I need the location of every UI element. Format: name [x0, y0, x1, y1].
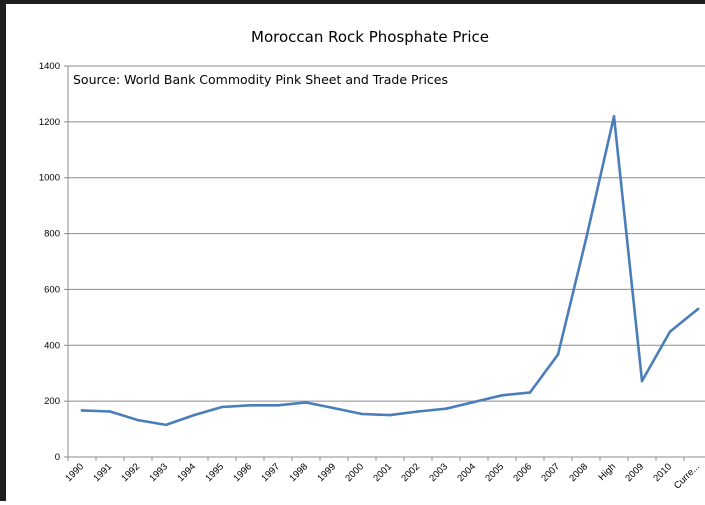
data-point — [528, 391, 532, 394]
x-tick-label: High — [597, 461, 619, 483]
x-tick-label: 2007 — [539, 461, 562, 484]
x-tick-label: 2005 — [483, 461, 506, 484]
data-point — [640, 379, 644, 383]
line-chart: Moroccan Rock Phosphate Price Source: Wo… — [39, 28, 705, 492]
data-point — [360, 412, 364, 416]
data-point — [556, 353, 560, 356]
x-tick-label: 1997 — [259, 461, 282, 484]
y-tick-label: 400 — [44, 340, 60, 351]
data-point — [444, 407, 448, 410]
data-point — [304, 401, 308, 404]
data-point — [276, 404, 280, 407]
y-tick-label: 800 — [44, 229, 60, 240]
x-tick-label: 2001 — [371, 461, 394, 484]
x-tick-label: 1991 — [91, 461, 114, 484]
x-tick-label: 2008 — [567, 461, 590, 484]
x-tick-label: 1995 — [203, 461, 226, 484]
data-point — [248, 404, 252, 407]
x-tick-label: 2003 — [427, 461, 450, 484]
x-tick-label: 1990 — [63, 461, 86, 484]
x-tick-label: Curre... — [672, 461, 702, 491]
data-point — [220, 405, 224, 409]
data-point — [136, 418, 140, 422]
x-tick-label: 1993 — [147, 461, 170, 484]
y-tick-label: 1200 — [39, 117, 60, 128]
data-point — [164, 423, 168, 427]
x-tick-label: 2009 — [623, 461, 646, 484]
x-tick-label: 1992 — [119, 461, 142, 484]
data-point — [668, 330, 672, 333]
x-tick-label: 1998 — [287, 461, 310, 484]
data-point — [332, 406, 336, 410]
data-point — [416, 410, 420, 413]
data-point — [696, 307, 700, 311]
chart-annotation: Source: World Bank Commodity Pink Sheet … — [73, 72, 448, 87]
y-tick-label: 200 — [44, 396, 60, 407]
data-point — [612, 114, 616, 118]
chart-title: Moroccan Rock Phosphate Price — [251, 28, 489, 46]
y-tick-label: 600 — [44, 284, 60, 295]
x-tick-label: 2002 — [399, 461, 422, 484]
data-point — [584, 237, 588, 241]
y-tick-label: 1400 — [39, 61, 60, 72]
data-point — [472, 400, 476, 404]
data-point — [500, 393, 504, 397]
x-tick-label: 1994 — [175, 461, 198, 484]
data-point — [388, 413, 392, 417]
data-point — [108, 410, 112, 413]
x-tick-label: 2006 — [511, 461, 534, 484]
x-tick-label: 2010 — [651, 461, 674, 484]
data-point — [192, 413, 196, 417]
y-tick-label: 1000 — [39, 173, 60, 184]
x-tick-label: 2000 — [343, 461, 366, 484]
series-line — [80, 115, 700, 427]
x-tick-label: 1996 — [231, 461, 254, 484]
x-tick-label: 1999 — [315, 461, 338, 484]
y-tick-label: 0 — [55, 452, 60, 463]
data-point — [80, 409, 84, 412]
x-tick-label: 2004 — [455, 461, 478, 484]
